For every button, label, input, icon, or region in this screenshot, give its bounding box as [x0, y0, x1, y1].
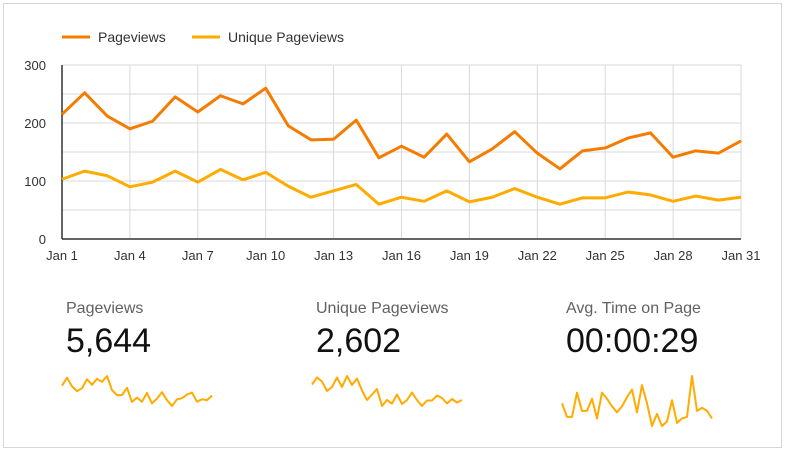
sparkline-path [61, 375, 213, 407]
scorecard-label: Avg. Time on Page [566, 300, 701, 317]
legend-label-unique-pageviews: Unique Pageviews [228, 29, 344, 45]
sparkline-path [311, 375, 463, 407]
scorecard-value: 5,644 [66, 322, 152, 360]
scorecard-value: 00:00:29 [566, 322, 699, 360]
scorecard-value: 2,602 [316, 322, 402, 360]
scorecard-label: Unique Pageviews [316, 300, 449, 317]
series-line-pageviews [60, 86, 742, 171]
x-tick-label: Jan 10 [246, 248, 285, 263]
x-tick-label: Jan 28 [654, 248, 693, 263]
y-tick-label: 100 [24, 174, 46, 189]
scorecard-pageviews: Pageviews 5,644 [66, 300, 151, 361]
y-tick-label: 200 [24, 116, 46, 131]
series-line-unique-pageviews [61, 167, 742, 206]
report-panel [3, 3, 782, 448]
sparkline-path [561, 375, 713, 427]
x-tick-label: Jan 22 [518, 248, 557, 263]
scorecard-avg-time-on-page: Avg. Time on Page 00:00:29 [566, 300, 701, 361]
y-tick-label: 0 [39, 232, 46, 247]
sparkline-unique-pageviews [311, 375, 463, 407]
x-tick-label: Jan 25 [586, 248, 625, 263]
legend: Pageviews Unique Pageviews [62, 29, 344, 45]
x-tick-label: Jan 1 [46, 248, 78, 263]
x-tick-label: Jan 16 [382, 248, 421, 263]
x-tick-label: Jan 13 [314, 248, 353, 263]
scorecard-unique-pageviews: Unique Pageviews 2,602 [316, 300, 449, 361]
scorecard-label: Pageviews [66, 300, 144, 317]
sparkline-avg-time-on-page [561, 375, 713, 427]
legend-label-pageviews: Pageviews [98, 29, 166, 45]
x-tick-label: Jan 19 [450, 248, 489, 263]
x-tick-label: Jan 7 [182, 248, 214, 263]
x-tick-label: Jan 4 [114, 248, 146, 263]
sparkline-pageviews [61, 375, 213, 407]
pageviews-line-chart: Pageviews Unique Pageviews 0 100 200 300 Ja… [24, 29, 760, 263]
y-tick-label: 300 [24, 58, 46, 73]
x-tick-label: Jan 31 [721, 248, 760, 263]
